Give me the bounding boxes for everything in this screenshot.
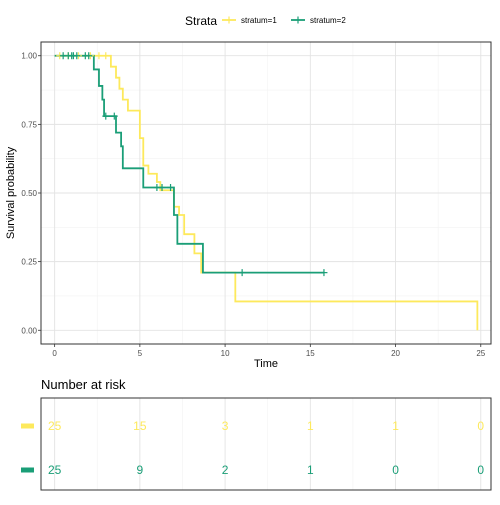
survival-curve-2 <box>54 54 324 274</box>
risk-value: 1 <box>307 419 314 433</box>
risk-value: 0 <box>477 419 484 433</box>
risk-row-key-1 <box>21 423 34 429</box>
censor-mark-2 <box>102 112 110 120</box>
risk-table-title: Number at risk <box>41 377 126 392</box>
risk-table: Number at risk 25 15 3 1 1 0 25 9 2 1 0 0 <box>21 377 492 491</box>
censor-mark-2 <box>167 184 175 192</box>
risk-value: 1 <box>307 463 314 477</box>
x-tick-label: 5 <box>138 349 143 358</box>
risk-row-key-2 <box>21 467 34 473</box>
censor-mark-2 <box>320 269 328 277</box>
risk-value: 1 <box>392 419 399 433</box>
risk-value: 25 <box>48 463 62 477</box>
risk-table-grid <box>54 398 482 490</box>
legend-title: Strata <box>185 14 217 28</box>
y-axis-ticks: 0.00 0.25 0.50 0.75 1.00 <box>21 52 41 335</box>
risk-table-border <box>40 397 492 491</box>
y-tick-label: 0.75 <box>21 120 37 129</box>
x-tick-label: 0 <box>52 349 57 358</box>
censor-mark-2 <box>238 269 246 277</box>
legend-label: stratum=2 <box>310 16 346 25</box>
risk-value: 9 <box>137 463 144 477</box>
legend-item-2: stratum=2 <box>291 16 346 25</box>
censor-marks <box>56 52 328 277</box>
x-tick-label: 20 <box>391 349 400 358</box>
risk-table-values: 25 15 3 1 1 0 25 9 2 1 0 0 <box>48 419 484 477</box>
risk-value: 2 <box>222 463 229 477</box>
x-axis-ticks: 0 5 10 15 20 25 <box>52 344 486 358</box>
censor-mark-2 <box>85 52 93 60</box>
legend-item-1: stratum=1 <box>222 16 277 25</box>
legend-label: stratum=1 <box>241 16 277 25</box>
censor-mark-2 <box>110 112 118 120</box>
legend-items: stratum=1 stratum=2 <box>222 16 346 25</box>
risk-value: 0 <box>392 463 399 477</box>
x-tick-label: 10 <box>221 349 230 358</box>
censor-mark-1 <box>95 52 103 60</box>
survival-plot-panel: 0 5 10 15 20 25 0.00 0.25 0.50 0.75 1.00 Time Sur… <box>5 41 492 370</box>
risk-table-strata-keys <box>21 423 34 473</box>
x-tick-label: 15 <box>306 349 315 358</box>
y-tick-label: 0.00 <box>21 326 37 335</box>
x-tick-label: 25 <box>476 349 485 358</box>
survival-curves <box>54 54 479 331</box>
risk-value: 3 <box>222 419 229 433</box>
survival-curve-1 <box>54 54 479 331</box>
risk-value: 25 <box>48 419 62 433</box>
x-axis-label: Time <box>254 358 278 370</box>
censor-mark-2 <box>73 52 81 60</box>
risk-value: 15 <box>133 419 147 433</box>
y-tick-label: 1.00 <box>21 52 37 61</box>
y-axis-label: Survival probability <box>5 146 17 239</box>
legend: Strata stratum=1 stratum=2 <box>185 14 346 28</box>
censor-mark-1 <box>102 52 110 60</box>
censor-mark-2 <box>158 184 166 192</box>
y-tick-label: 0.25 <box>21 258 37 267</box>
y-tick-label: 0.50 <box>21 189 37 198</box>
risk-value: 0 <box>477 463 484 477</box>
